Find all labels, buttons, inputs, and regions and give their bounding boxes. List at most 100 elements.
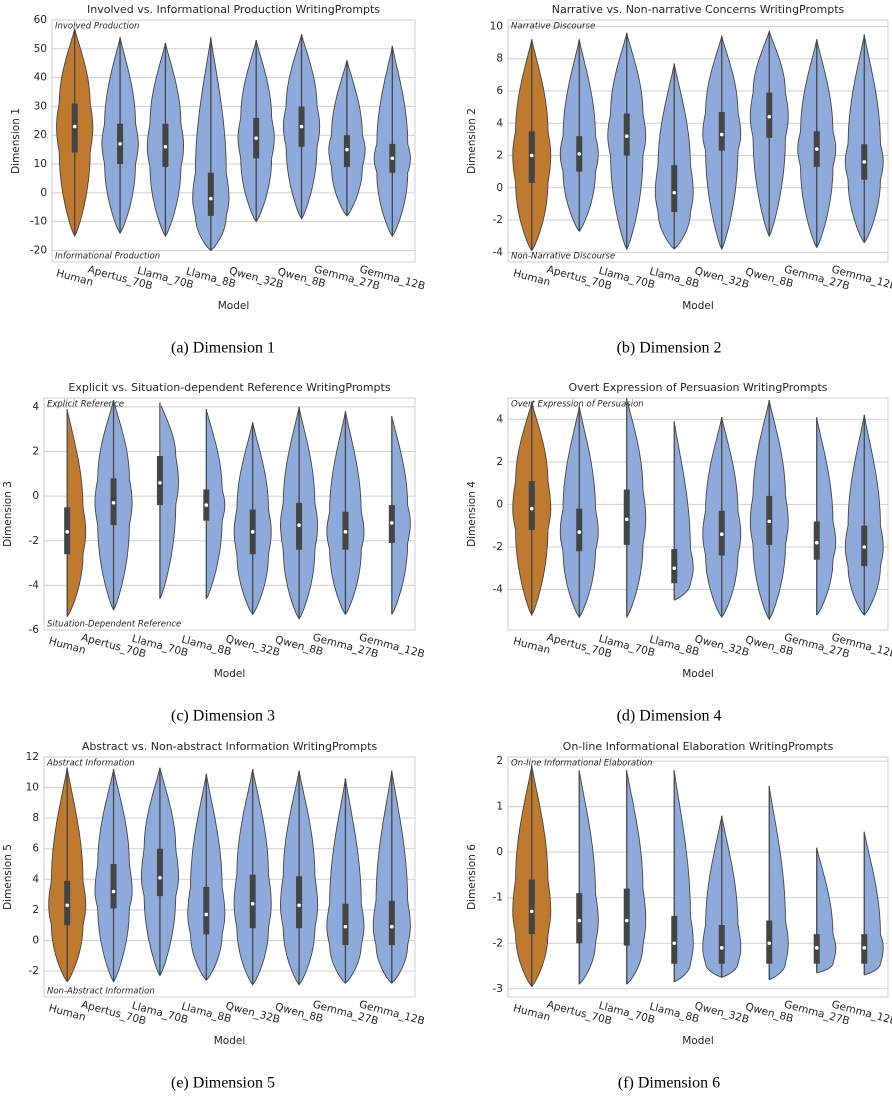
median [390, 521, 394, 525]
median [862, 545, 867, 549]
y-tick-label: -3 [493, 983, 503, 995]
box [110, 864, 117, 909]
median [814, 946, 819, 950]
box [671, 165, 678, 212]
violin [159, 405, 179, 599]
y-tick-label: 2 [32, 446, 39, 458]
x-axis-label: Model [682, 668, 714, 680]
y-tick-label: -20 [30, 244, 47, 256]
x-tick-label: Llama_8B [648, 266, 700, 291]
chart-title: On-line Informational Elaboration Writin… [563, 740, 834, 753]
y-tick-label: 20 [34, 129, 47, 141]
box [342, 903, 349, 946]
median [719, 946, 724, 950]
y-tick-label: -2 [493, 937, 503, 949]
y-tick-label: 10 [34, 158, 47, 170]
chart-panel: Involved vs. Informational Production Wr… [10, 3, 426, 357]
chart-title: Overt Expression of Persuasion WritingPr… [568, 381, 827, 394]
y-axis-label: Dimension 5 [2, 844, 14, 910]
violin [626, 401, 647, 618]
plot-frame [51, 19, 416, 263]
y-axis-label: Dimension 2 [466, 108, 478, 174]
caption: (a) Dimension 1 [171, 340, 275, 357]
median [529, 506, 534, 511]
y-tick-label: 0 [32, 490, 39, 502]
y-tick-label: 8 [496, 53, 503, 65]
median [577, 918, 582, 923]
x-tick-label: Llama_8B [180, 634, 232, 659]
box [813, 521, 820, 560]
median [624, 134, 629, 138]
x-tick-label: Human [512, 267, 552, 288]
box [528, 481, 535, 530]
y-tick-label: 1 [496, 801, 503, 813]
median [209, 196, 213, 201]
box [156, 456, 163, 506]
annotation: Non-Abstract Information [47, 987, 155, 997]
median [299, 124, 304, 129]
median [297, 903, 301, 908]
y-tick-label: 6 [496, 85, 503, 97]
violin [816, 420, 837, 616]
box [718, 111, 725, 151]
median [529, 909, 534, 914]
plot-frame [43, 397, 416, 631]
median [343, 924, 348, 929]
y-tick-label: -2 [29, 965, 39, 977]
y-tick-label: 12 [26, 751, 39, 763]
median [624, 918, 629, 923]
y-tick-label: 6 [32, 843, 39, 855]
median [163, 144, 168, 149]
y-tick-label: 50 [34, 43, 47, 55]
median [767, 115, 772, 119]
y-tick-label: 2 [32, 904, 39, 916]
x-tick-label: Llama_8B [648, 1001, 700, 1026]
median [118, 142, 122, 146]
median [250, 901, 255, 906]
x-tick-label: Qwen_32B [693, 265, 750, 291]
y-tick-label: 10 [490, 20, 503, 32]
annotation: Informational Production [55, 252, 160, 262]
annotation: Abstract Information [46, 759, 135, 769]
y-tick-label: 0 [32, 934, 39, 946]
chart-title: Abstract vs. Non-abstract Information Wr… [82, 740, 378, 753]
median [672, 566, 677, 571]
median [814, 147, 819, 151]
box [388, 900, 395, 946]
annotation: Situation-Dependent Reference [47, 620, 181, 630]
caption: (e) Dimension 5 [171, 1075, 275, 1092]
median [204, 503, 209, 507]
x-tick-label: Human [512, 635, 552, 656]
x-axis-label: Model [682, 300, 714, 312]
violin [205, 412, 226, 600]
median [72, 124, 77, 129]
median [297, 523, 301, 527]
y-tick-label: -4 [493, 584, 504, 596]
median [158, 875, 162, 880]
median [343, 530, 348, 534]
y-tick-label: 60 [34, 14, 47, 26]
box [576, 893, 583, 944]
x-axis-label: Model [214, 668, 246, 680]
y-axis-label: Dimension 3 [2, 481, 14, 547]
box [249, 874, 256, 929]
box [671, 549, 678, 584]
x-tick-label: Llama_8B [648, 634, 700, 659]
y-tick-label: 0 [496, 182, 503, 194]
y-axis-label: Dimension 4 [466, 481, 478, 547]
median [204, 912, 209, 917]
chart-title: Involved vs. Informational Production Wr… [87, 3, 380, 16]
median [862, 160, 867, 164]
box [718, 925, 725, 964]
violin [864, 834, 884, 976]
annotation: Involved Production [55, 22, 139, 32]
violin [66, 412, 87, 617]
y-tick-label: -6 [29, 624, 40, 636]
median [767, 519, 772, 524]
plot-frame [507, 397, 889, 631]
annotation: Non-Narrative Discourse [511, 252, 615, 262]
median [390, 924, 394, 929]
x-tick-label: Qwen_32B [693, 1000, 750, 1026]
violin [816, 849, 837, 974]
y-axis-label: Dimension 1 [10, 108, 22, 174]
